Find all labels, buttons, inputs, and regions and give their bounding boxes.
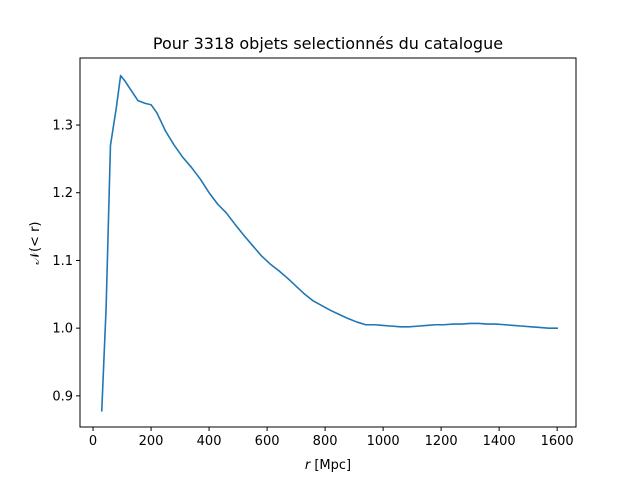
x-tick-label: 600: [255, 434, 280, 449]
y-axis: 0.9 1.0 1.1 1.2 1.3: [52, 119, 80, 404]
x-tick-label: 400: [197, 434, 222, 449]
x-axis: 0 200 400 600 800 1000 1200 1400 1600: [89, 427, 574, 449]
y-tick-label: 1.2: [52, 186, 73, 201]
y-tick-label: 1.3: [52, 119, 73, 134]
y-tick-label: 1.0: [52, 322, 73, 337]
x-axis-label-unit: [Mpc]: [314, 458, 351, 473]
y-axis-label: 𝒩(< r): [28, 222, 43, 265]
chart-title: Pour 3318 objets selectionnés du catalog…: [153, 34, 503, 53]
plot-area: [100, 74, 558, 412]
x-tick-label: 1400: [483, 434, 516, 449]
x-tick-label: 1000: [367, 434, 400, 449]
x-axis-label-variable: r: [305, 458, 312, 473]
y-tick-label: 0.9: [52, 389, 73, 404]
x-tick-label: 800: [313, 434, 338, 449]
x-tick-label: 1600: [541, 434, 574, 449]
x-axis-label: r [Mpc]: [305, 458, 351, 473]
x-tick-label: 200: [139, 434, 164, 449]
series-line-0: [100, 74, 558, 412]
y-tick-label: 1.1: [52, 254, 73, 269]
axes-frame: [79, 57, 577, 428]
x-tick-label: 1200: [425, 434, 458, 449]
x-tick-label: 0: [89, 434, 97, 449]
